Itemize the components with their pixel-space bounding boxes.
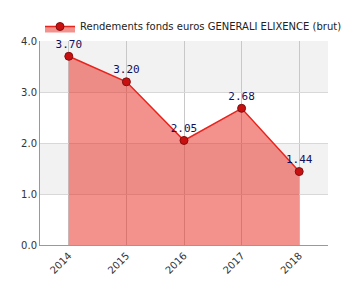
svg-text:2017: 2017 [221,250,247,276]
svg-text:2016: 2016 [163,250,189,276]
svg-text:3.20: 3.20 [113,63,139,76]
svg-text:Rendements fonds euros GENERAL: Rendements fonds euros GENERALI ELIXENCE… [80,21,341,32]
svg-text:2.0: 2.0 [21,138,37,149]
svg-text:2015: 2015 [106,250,132,276]
svg-text:3.70: 3.70 [56,38,83,51]
svg-text:3.0: 3.0 [21,87,37,98]
svg-text:2018: 2018 [278,250,304,276]
svg-text:4.0: 4.0 [21,36,37,47]
svg-text:0.0: 0.0 [21,240,37,251]
svg-text:2014: 2014 [48,250,74,276]
svg-text:1.44: 1.44 [286,153,313,166]
svg-text:1.0: 1.0 [21,189,37,200]
svg-text:2.05: 2.05 [171,122,198,135]
svg-text:2.68: 2.68 [228,90,255,103]
